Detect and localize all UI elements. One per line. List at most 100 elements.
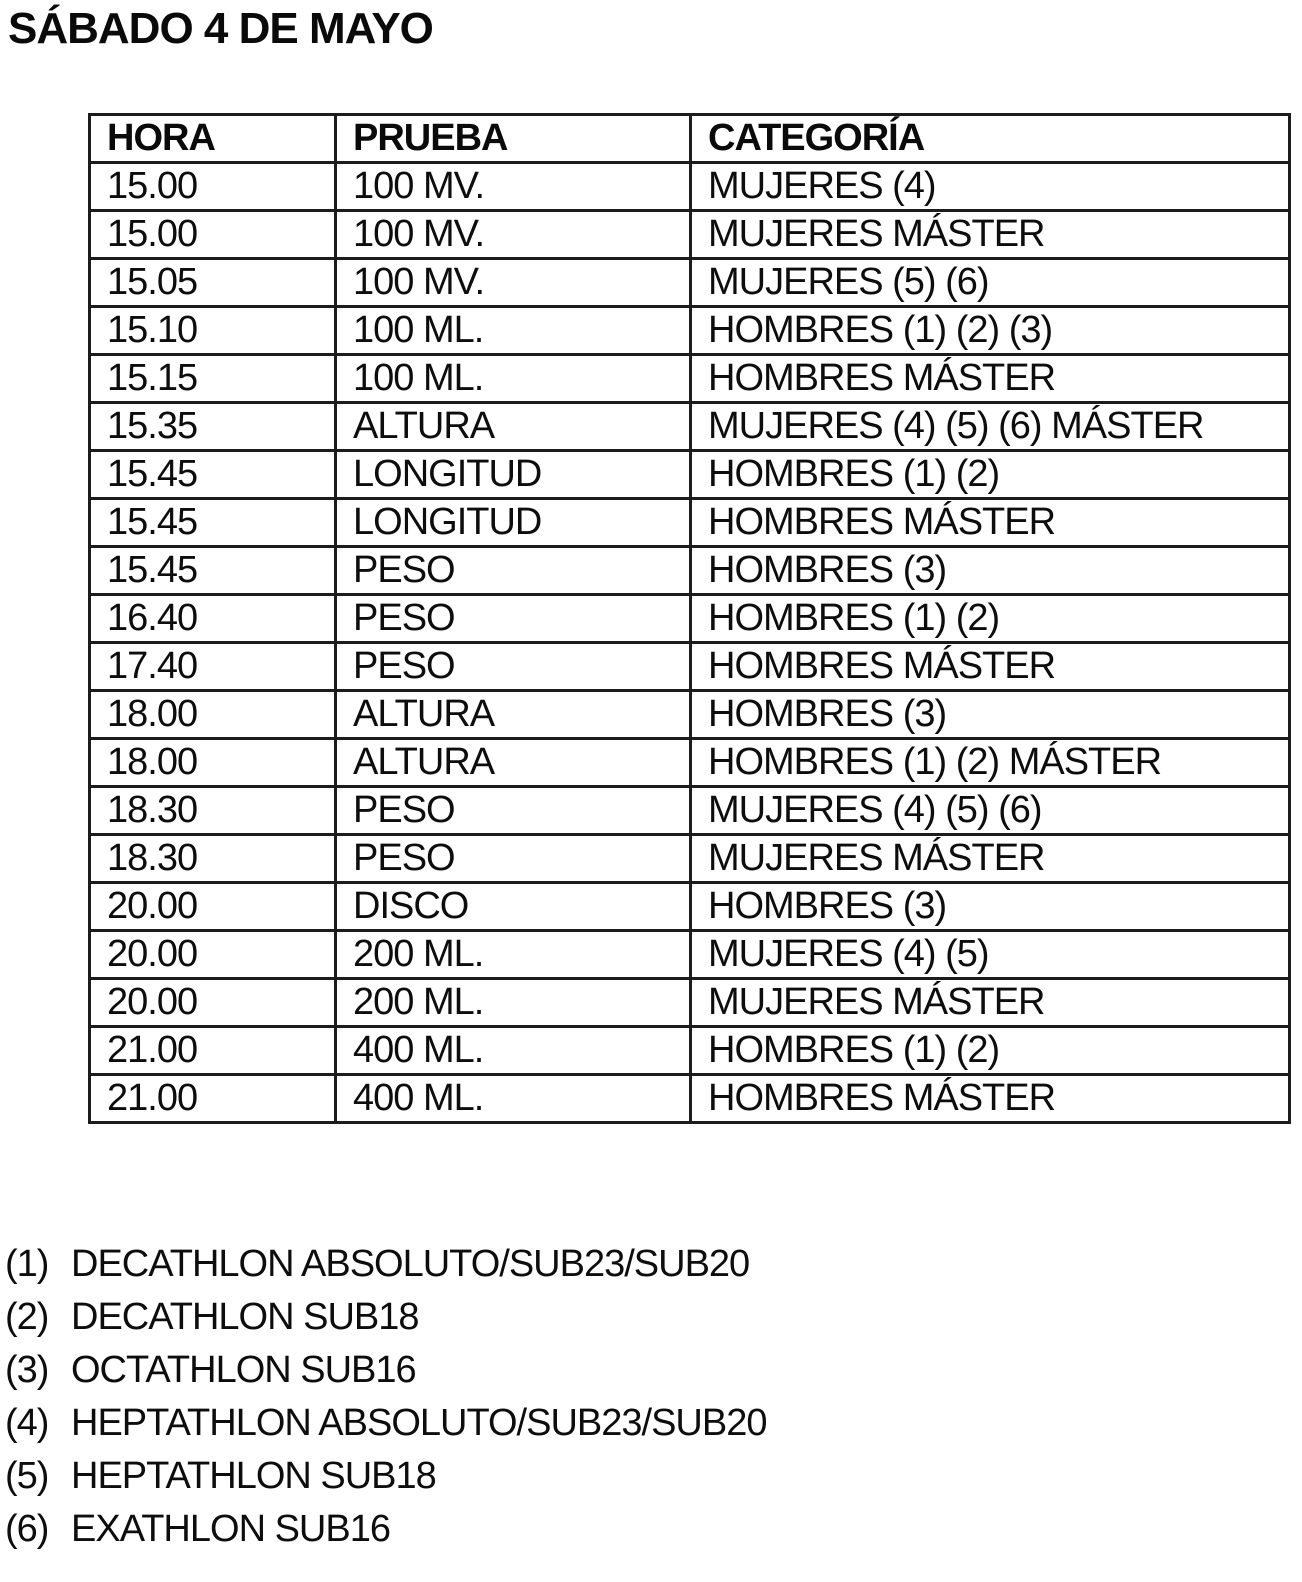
footnote-text: EXATHLON SUB16 xyxy=(71,1508,391,1550)
prueba-cell: 100 MV. xyxy=(334,257,692,308)
table-row: 21.00 400 ML. HOMBRES (1) (2) xyxy=(88,1025,1291,1076)
hora-cell: 15.45 xyxy=(88,545,337,596)
footnote-number: (5) xyxy=(5,1455,49,1497)
categoria-cell: HOMBRES (1) (2) xyxy=(689,449,1291,500)
footnote-item: (3) OCTATHLON SUB16 xyxy=(5,1344,1295,1397)
hora-cell: 15.00 xyxy=(88,209,337,260)
prueba-cell: PESO xyxy=(334,641,692,692)
categoria-cell: HOMBRES (1) (2) xyxy=(689,1025,1291,1076)
prueba-cell: PESO xyxy=(334,593,692,644)
hora-cell: 20.00 xyxy=(88,977,337,1028)
table-row: 16.40 PESO HOMBRES (1) (2) xyxy=(88,593,1291,644)
categoria-cell: MUJERES MÁSTER xyxy=(689,209,1291,260)
table-row: 17.40 PESO HOMBRES MÁSTER xyxy=(88,641,1291,692)
hora-cell: 17.40 xyxy=(88,641,337,692)
schedule-table-body: 15.00 100 MV. MUJERES (4) 15.00 100 MV. MUJER… xyxy=(88,161,1291,1124)
prueba-cell: ALTURA xyxy=(334,737,692,788)
table-row: 15.45 LONGITUD HOMBRES (1) (2) xyxy=(88,449,1291,500)
hora-cell: 15.45 xyxy=(88,449,337,500)
categoria-cell: MUJERES (4) xyxy=(689,161,1291,212)
table-row: 15.45 LONGITUD HOMBRES MÁSTER xyxy=(88,497,1291,548)
table-row: 15.05 100 MV. MUJERES (5) (6) xyxy=(88,257,1291,308)
prueba-cell: LONGITUD xyxy=(334,497,692,548)
footnote-text: HEPTATHLON ABSOLUTO/SUB23/SUB20 xyxy=(71,1402,767,1444)
hora-cell: 21.00 xyxy=(88,1073,337,1124)
schedule-table: HORA PRUEBA CATEGORÍA 15.00 100 MV. MUJERE… xyxy=(88,113,1291,1124)
prueba-cell: PESO xyxy=(334,785,692,836)
column-header-prueba: PRUEBA xyxy=(334,113,692,164)
hora-cell: 18.30 xyxy=(88,833,337,884)
prueba-cell: 400 ML. xyxy=(334,1073,692,1124)
categoria-cell: MUJERES (4) (5) (6) xyxy=(689,785,1291,836)
table-row: 18.00 ALTURA HOMBRES (1) (2) MÁSTER xyxy=(88,737,1291,788)
categoria-cell: MUJERES (5) (6) xyxy=(689,257,1291,308)
footnotes-list: (1) DECATHLON ABSOLUTO/SUB23/SUB20 (2) DECA… xyxy=(5,1238,1295,1556)
table-row: 20.00 DISCO HOMBRES (3) xyxy=(88,881,1291,932)
footnote-item: (5) HEPTATHLON SUB18 xyxy=(5,1450,1295,1503)
table-row: 21.00 400 ML. HOMBRES MÁSTER xyxy=(88,1073,1291,1124)
footnote-item: (2) DECATHLON SUB18 xyxy=(5,1291,1295,1344)
categoria-cell: HOMBRES (1) (2) (3) xyxy=(689,305,1291,356)
table-row: 15.35 ALTURA MUJERES (4) (5) (6) MÁSTER xyxy=(88,401,1291,452)
categoria-cell: MUJERES (4) (5) xyxy=(689,929,1291,980)
footnote-item: (1) DECATHLON ABSOLUTO/SUB23/SUB20 xyxy=(5,1238,1295,1291)
categoria-cell: HOMBRES (1) (2) xyxy=(689,593,1291,644)
table-row: 15.00 100 MV. MUJERES MÁSTER xyxy=(88,209,1291,260)
hora-cell: 15.00 xyxy=(88,161,337,212)
categoria-cell: HOMBRES MÁSTER xyxy=(689,1073,1291,1124)
column-header-hora: HORA xyxy=(88,113,337,164)
prueba-cell: LONGITUD xyxy=(334,449,692,500)
categoria-cell: HOMBRES (3) xyxy=(689,545,1291,596)
hora-cell: 15.45 xyxy=(88,497,337,548)
categoria-cell: HOMBRES (3) xyxy=(689,881,1291,932)
hora-cell: 18.30 xyxy=(88,785,337,836)
prueba-cell: 100 MV. xyxy=(334,209,692,260)
table-row: 20.00 200 ML. MUJERES (4) (5) xyxy=(88,929,1291,980)
prueba-cell: 200 ML. xyxy=(334,929,692,980)
hora-cell: 15.05 xyxy=(88,257,337,308)
prueba-cell: 100 ML. xyxy=(334,305,692,356)
table-row: 15.45 PESO HOMBRES (3) xyxy=(88,545,1291,596)
categoria-cell: MUJERES (4) (5) (6) MÁSTER xyxy=(689,401,1291,452)
footnote-number: (6) xyxy=(5,1508,49,1550)
categoria-cell: HOMBRES MÁSTER xyxy=(689,497,1291,548)
categoria-cell: HOMBRES MÁSTER xyxy=(689,641,1291,692)
table-row: 18.30 PESO MUJERES MÁSTER xyxy=(88,833,1291,884)
table-row: 15.00 100 MV. MUJERES (4) xyxy=(88,161,1291,212)
hora-cell: 21.00 xyxy=(88,1025,337,1076)
table-row: 20.00 200 ML. MUJERES MÁSTER xyxy=(88,977,1291,1028)
footnote-text: HEPTATHLON SUB18 xyxy=(71,1455,437,1497)
hora-cell: 18.00 xyxy=(88,737,337,788)
categoria-cell: HOMBRES (1) (2) MÁSTER xyxy=(689,737,1291,788)
hora-cell: 16.40 xyxy=(88,593,337,644)
footnote-item: (6) EXATHLON SUB16 xyxy=(5,1503,1295,1556)
footnote-number: (3) xyxy=(5,1349,49,1391)
hora-cell: 20.00 xyxy=(88,929,337,980)
column-header-categoria: CATEGORÍA xyxy=(689,113,1291,164)
hora-cell: 20.00 xyxy=(88,881,337,932)
footnote-item: (4) HEPTATHLON ABSOLUTO/SUB23/SUB20 xyxy=(5,1397,1295,1450)
prueba-cell: PESO xyxy=(334,833,692,884)
footnote-text: OCTATHLON SUB16 xyxy=(71,1349,417,1391)
prueba-cell: 400 ML. xyxy=(334,1025,692,1076)
prueba-cell: PESO xyxy=(334,545,692,596)
categoria-cell: HOMBRES (3) xyxy=(689,689,1291,740)
prueba-cell: 100 ML. xyxy=(334,353,692,404)
table-row: 15.15 100 ML. HOMBRES MÁSTER xyxy=(88,353,1291,404)
hora-cell: 15.10 xyxy=(88,305,337,356)
footnote-number: (4) xyxy=(5,1402,49,1444)
hora-cell: 18.00 xyxy=(88,689,337,740)
prueba-cell: 100 MV. xyxy=(334,161,692,212)
categoria-cell: MUJERES MÁSTER xyxy=(689,833,1291,884)
footnote-number: (2) xyxy=(5,1296,49,1338)
footnote-text: DECATHLON SUB18 xyxy=(71,1296,420,1338)
table-row: 18.00 ALTURA HOMBRES (3) xyxy=(88,689,1291,740)
categoria-cell: MUJERES MÁSTER xyxy=(689,977,1291,1028)
prueba-cell: DISCO xyxy=(334,881,692,932)
hora-cell: 15.35 xyxy=(88,401,337,452)
hora-cell: 15.15 xyxy=(88,353,337,404)
footnote-text: DECATHLON ABSOLUTO/SUB23/SUB20 xyxy=(71,1243,750,1285)
table-row: 18.30 PESO MUJERES (4) (5) (6) xyxy=(88,785,1291,836)
prueba-cell: ALTURA xyxy=(334,401,692,452)
prueba-cell: 200 ML. xyxy=(334,977,692,1028)
